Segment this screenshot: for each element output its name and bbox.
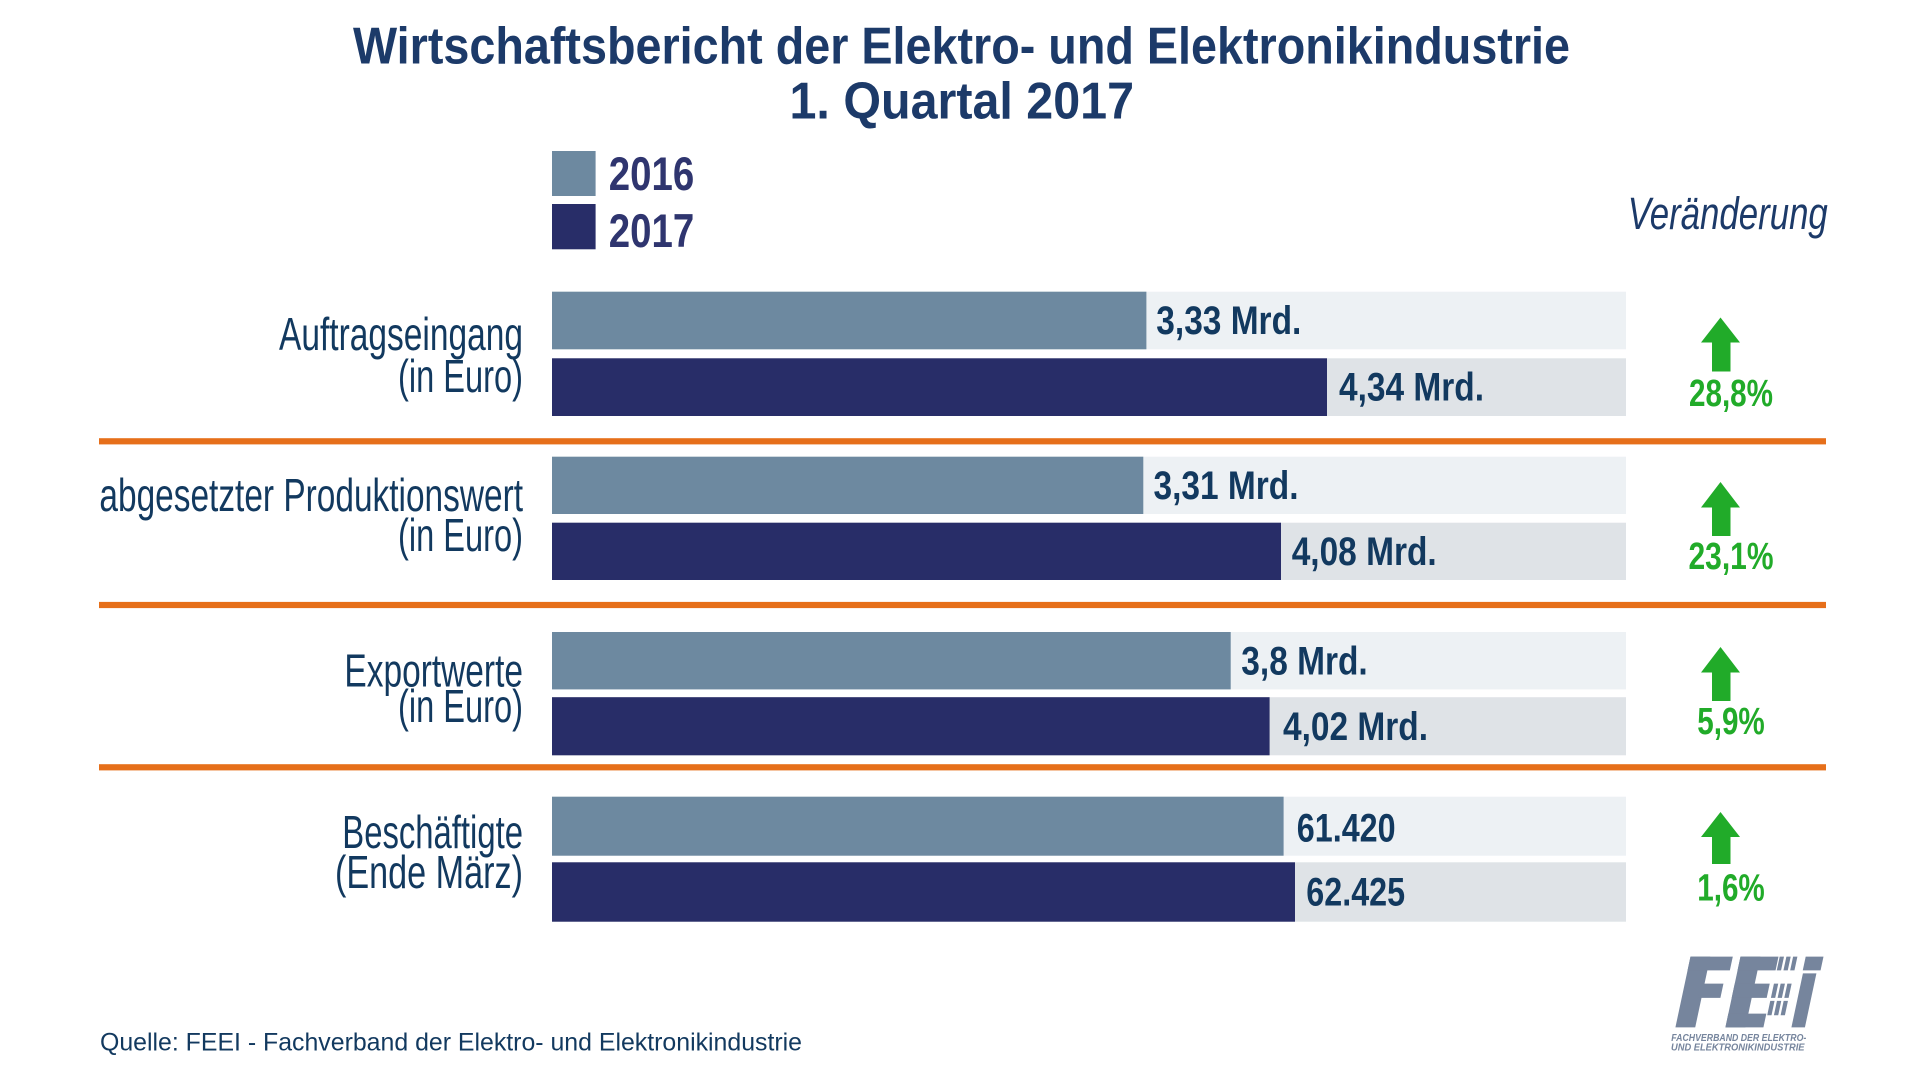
svg-text:5,9%: 5,9% xyxy=(1697,701,1765,743)
svg-text:UND ELEKTRONIKINDUSTRIE: UND ELEKTRONIKINDUSTRIE xyxy=(1671,1042,1805,1054)
svg-text:(in Euro): (in Euro) xyxy=(398,509,523,561)
svg-text:Quelle: FEEI - Fachverband der: Quelle: FEEI - Fachverband der Elektro- … xyxy=(100,1029,802,1057)
svg-text:Auftragseingang: Auftragseingang xyxy=(279,308,523,360)
svg-text:23,1%: 23,1% xyxy=(1689,536,1774,578)
svg-text:4,02 Mrd.: 4,02 Mrd. xyxy=(1283,705,1428,749)
svg-text:62.425: 62.425 xyxy=(1306,871,1405,915)
svg-text:Veränderung: Veränderung xyxy=(1628,188,1828,239)
svg-text:2017: 2017 xyxy=(609,204,694,257)
svg-text:1. Quartal 2017: 1. Quartal 2017 xyxy=(790,72,1135,130)
svg-text:FACHVERBAND DER ELEKTRO-: FACHVERBAND DER ELEKTRO- xyxy=(1671,1032,1806,1044)
svg-text:28,8%: 28,8% xyxy=(1689,373,1773,415)
svg-text:3,31 Mrd.: 3,31 Mrd. xyxy=(1154,464,1299,508)
svg-text:4,08 Mrd.: 4,08 Mrd. xyxy=(1292,530,1437,574)
svg-text:4,34 Mrd.: 4,34 Mrd. xyxy=(1339,366,1484,410)
svg-text:(in Euro): (in Euro) xyxy=(398,350,523,402)
svg-text:Exportwerte: Exportwerte xyxy=(344,645,523,697)
svg-text:abgesetzter Produktionswert: abgesetzter Produktionswert xyxy=(99,469,523,521)
svg-text:1,6%: 1,6% xyxy=(1697,867,1765,909)
svg-text:3,8 Mrd.: 3,8 Mrd. xyxy=(1241,639,1367,683)
svg-text:Beschäftigte: Beschäftigte xyxy=(342,806,523,858)
svg-text:(Ende März): (Ende März) xyxy=(335,846,523,898)
svg-text:(in Euro): (in Euro) xyxy=(398,680,523,732)
svg-text:Wirtschaftsbericht der Elektro: Wirtschaftsbericht der Elektro- und Elek… xyxy=(353,17,1570,75)
svg-text:3,33 Mrd.: 3,33 Mrd. xyxy=(1156,299,1301,343)
svg-text:2016: 2016 xyxy=(609,147,694,200)
svg-text:61.420: 61.420 xyxy=(1297,807,1396,851)
